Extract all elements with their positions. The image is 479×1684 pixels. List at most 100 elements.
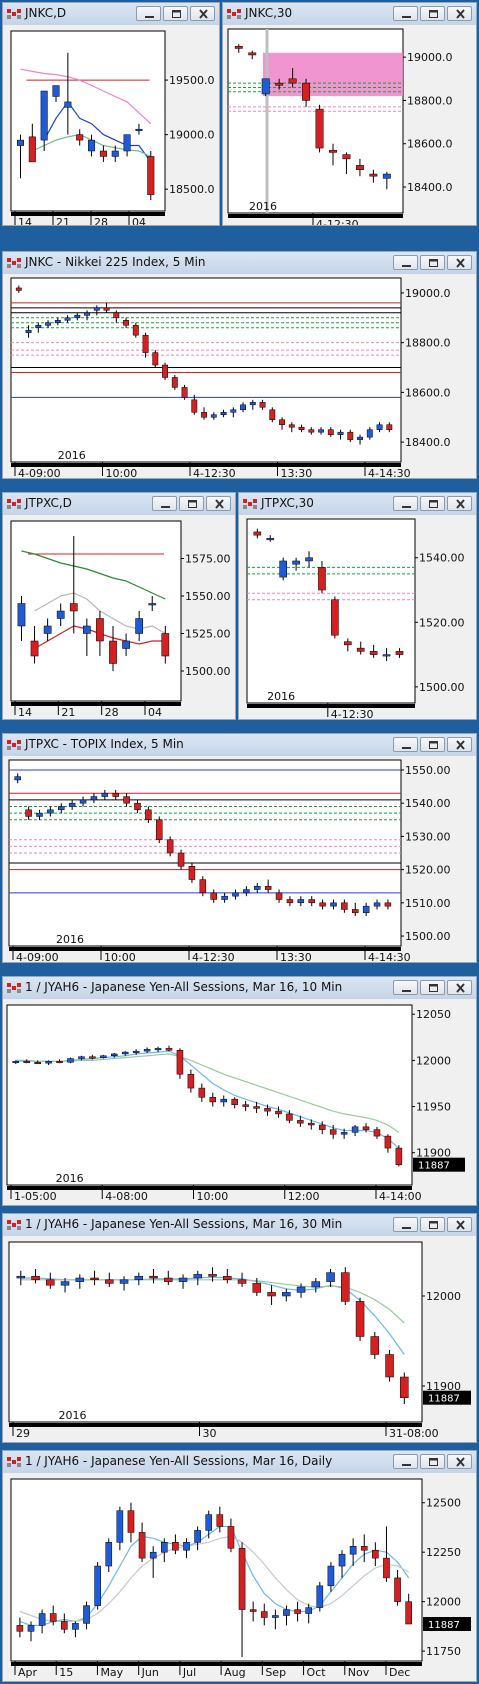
candle-body	[132, 1050, 140, 1053]
x-tick-label: 4-12:30	[316, 218, 359, 225]
minimize-button[interactable]	[152, 496, 177, 511]
minimize-button[interactable]	[393, 255, 418, 270]
close-button[interactable]	[447, 496, 472, 511]
chart-jyah6-10min[interactable]: 12050 12000 11950 11900 11887 2016 1-05:00 4-08…	[3, 999, 476, 1205]
chart-jnkc-30min[interactable]: 19000.0 18800.0 18600.0 18400.0 2016 4-12:30	[223, 25, 476, 225]
chart-jyah6-daily[interactable]: 12500 12250 12000 11750 11887 Apr 15 May Jun Jul A…	[3, 1473, 476, 1681]
chart-jtpxc-30min[interactable]: 1540.00 1520.00 1500.00 2016 4-12:30	[239, 515, 476, 719]
year-label: 2016	[56, 1172, 84, 1185]
window-jyah6-10min[interactable]: 1 / JYAH6 - Japanese Yen-All Sessions, M…	[2, 976, 477, 1206]
chart-svg[interactable]: 1575.00 1550.00 1525.00 1500.00 14 21 28 04	[3, 515, 235, 719]
candle-body	[103, 307, 110, 311]
close-button[interactable]	[447, 1454, 472, 1469]
window-jnkc-30min[interactable]: JNKC,30 19000.0 18800.0 18600.0 18400.0 2016…	[222, 2, 477, 226]
chart-svg[interactable]: 12500 12250 12000 11750 11887 Apr 15 May Jun Jul A…	[3, 1473, 476, 1681]
minimize-button[interactable]	[136, 6, 161, 21]
x-tick-label: Oct	[307, 1666, 327, 1679]
window-jtpxc-5min[interactable]: JTPXC - TOPIX Index, 5 Min 1550.00 1540.0…	[2, 733, 477, 963]
window-jyah6-daily[interactable]: 1 / JYAH6 - Japanese Yen-All Sessions, M…	[2, 1450, 477, 1682]
minimize-button[interactable]	[393, 1217, 418, 1232]
candle-body	[318, 429, 324, 433]
candle-body	[297, 1120, 304, 1124]
chart-jtpxc-5min[interactable]: 1550.00 1540.00 1530.00 1520.00 1510.00 1500.…	[3, 756, 476, 962]
window-jtpxc-daily[interactable]: JTPXC,D 1575.00 1550.00 1525.00 1500.00 14 21…	[2, 492, 236, 720]
candle-body	[275, 82, 284, 86]
maximize-button[interactable]	[420, 737, 445, 752]
maximize-button[interactable]	[420, 496, 445, 511]
titlebar[interactable]: JTPXC - TOPIX Index, 5 Min	[3, 734, 476, 757]
y-tick-label: 11750	[426, 1645, 461, 1658]
window-jyah6-30min[interactable]: 1 / JYAH6 - Japanese Yen-All Sessions, M…	[2, 1213, 477, 1443]
candle-body	[178, 1277, 188, 1282]
candle-body	[209, 1097, 217, 1103]
maximize-button[interactable]	[420, 980, 445, 995]
maximize-button[interactable]	[179, 496, 204, 511]
maximize-button[interactable]	[163, 6, 188, 21]
close-button[interactable]	[206, 496, 231, 511]
x-tick-label: 10:00	[197, 1190, 229, 1203]
titlebar[interactable]: JTPXC,D	[3, 493, 235, 516]
titlebar[interactable]: 1 / JYAH6 - Japanese Yen-All Sessions, M…	[3, 977, 476, 1000]
minimize-icon	[402, 506, 411, 508]
plot-area	[6, 1004, 413, 1186]
minimize-button[interactable]	[393, 737, 418, 752]
close-button[interactable]	[447, 980, 472, 995]
titlebar[interactable]: 1 / JYAH6 - Japanese Yen-All Sessions, M…	[3, 1451, 476, 1474]
candle-body	[90, 1277, 99, 1281]
window-jnkc-daily[interactable]: JNKC,D 19500.0 19000.0 18500.0 14 21 28 04	[2, 2, 220, 226]
x-tick-label: 04	[132, 216, 146, 225]
titlebar[interactable]: 1 / JYAH6 - Japanese Yen-All Sessions, M…	[3, 1214, 476, 1237]
window-jnkc-5min[interactable]: JNKC - Nikkei 225 Index, 5 Min 19000.0 18…	[2, 251, 477, 479]
candle-body	[76, 134, 84, 141]
candle-body	[79, 799, 87, 804]
chart-svg[interactable]: 19000.0 18800.0 18600.0 18400.0 2016 4-09:00 1…	[3, 274, 476, 478]
y-tick-label: 1540.00	[419, 552, 465, 565]
titlebar[interactable]: JNKC - Nikkei 225 Index, 5 Min	[3, 252, 476, 275]
candle-body	[90, 796, 98, 801]
chart-svg[interactable]: 1540.00 1520.00 1500.00 2016 4-12:30	[239, 515, 476, 719]
minimize-icon	[402, 1464, 411, 1466]
chart-svg[interactable]: 19000.0 18800.0 18600.0 18400.0 2016 4-12:30	[223, 25, 476, 225]
chart-jnkc-5min[interactable]: 19000.0 18800.0 18600.0 18400.0 2016 4-09:00 1…	[3, 274, 476, 478]
x-tick-label: 21	[56, 216, 70, 225]
maximize-button[interactable]	[420, 255, 445, 270]
minimize-button[interactable]	[393, 496, 418, 511]
minimize-button[interactable]	[393, 6, 418, 21]
time-axis-bar	[228, 214, 403, 218]
x-tick-label: 13:30	[280, 951, 312, 962]
window-title: JTPXC - TOPIX Index, 5 Min	[25, 737, 184, 751]
maximize-button[interactable]	[420, 1454, 445, 1469]
maximize-button[interactable]	[420, 6, 445, 21]
candle-body	[61, 1621, 68, 1630]
chart-svg[interactable]: 1550.00 1540.00 1530.00 1520.00 1510.00 1500.…	[3, 756, 476, 962]
minimize-button[interactable]	[393, 1454, 418, 1469]
titlebar[interactable]: JTPXC,30	[239, 493, 476, 516]
chart-svg[interactable]: 19500.0 19000.0 18500.0 14 21 28 04	[3, 25, 219, 225]
candle-body	[145, 809, 152, 821]
minimize-button[interactable]	[393, 980, 418, 995]
candle-body	[231, 1098, 238, 1105]
minimize-icon	[145, 16, 154, 18]
window-jtpxc-30min[interactable]: JTPXC,30 1540.00 1520.00 1500.00 2016 4-12:3…	[238, 492, 477, 720]
close-button[interactable]	[447, 1217, 472, 1232]
year-label: 2016	[267, 690, 295, 703]
maximize-button[interactable]	[420, 1217, 445, 1232]
candle-body	[25, 329, 32, 333]
titlebar[interactable]: JNKC,30	[223, 3, 476, 26]
candle-body	[94, 1565, 101, 1606]
close-button[interactable]	[447, 6, 472, 21]
close-button[interactable]	[190, 6, 215, 21]
window-title: JNKC - Nikkei 225 Index, 5 Min	[25, 255, 206, 269]
chart-app-icon	[7, 499, 21, 509]
chart-jtpxc-daily[interactable]: 1575.00 1550.00 1525.00 1500.00 14 21 28 04	[3, 515, 235, 719]
close-button[interactable]	[447, 255, 472, 270]
chart-app-icon	[7, 983, 21, 993]
candle-body	[149, 1551, 157, 1559]
last-price-marker	[423, 1390, 471, 1405]
close-button[interactable]	[447, 737, 472, 752]
chart-jyah6-30min[interactable]: 12000 11900 11887 2016 29 30 31-08:00	[3, 1236, 476, 1442]
chart-jnkc-daily[interactable]: 19500.0 19000.0 18500.0 14 21 28 04	[3, 25, 219, 225]
titlebar[interactable]: JNKC,D	[3, 3, 219, 26]
